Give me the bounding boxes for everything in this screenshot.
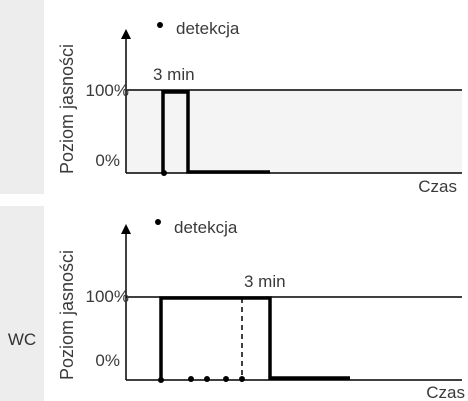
detection-dot — [204, 376, 210, 382]
detection-dot — [239, 376, 245, 382]
bottom-panel: Poziom jasności 100% 0% Czas detekcja 3 … — [57, 218, 465, 401]
top-panel: Poziom jasności 100% 0% Czas detekcja 3 … — [57, 19, 462, 196]
bottom-side-strip: WC — [0, 206, 44, 401]
x-axis-label: Czas — [418, 177, 457, 196]
y-axis-label: Poziom jasności — [57, 250, 77, 380]
detection-dot — [188, 376, 194, 382]
top-side-strip — [0, 0, 44, 194]
brightness-band — [126, 90, 462, 173]
level-100-label: 100% — [86, 81, 129, 100]
legend-label: detekcja — [174, 218, 238, 237]
x-axis-label: Czas — [426, 383, 465, 401]
level-0-label: 0% — [95, 351, 120, 370]
legend-detection-dot — [155, 219, 161, 225]
light-level-trace — [161, 90, 270, 174]
duration-label: 3 min — [153, 65, 195, 84]
level-0-label: 0% — [95, 151, 120, 170]
legend-label: detekcja — [176, 19, 240, 38]
detection-dot — [161, 170, 167, 176]
duration-label: 3 min — [244, 272, 286, 291]
level-100-label: 100% — [86, 287, 129, 306]
y-axis-label: Poziom jasności — [57, 44, 77, 174]
legend-detection-dot — [157, 22, 163, 28]
room-label: WC — [7, 330, 37, 349]
detection-dot — [223, 376, 229, 382]
light-level-trace — [159, 296, 350, 380]
detection-dot — [158, 377, 164, 383]
